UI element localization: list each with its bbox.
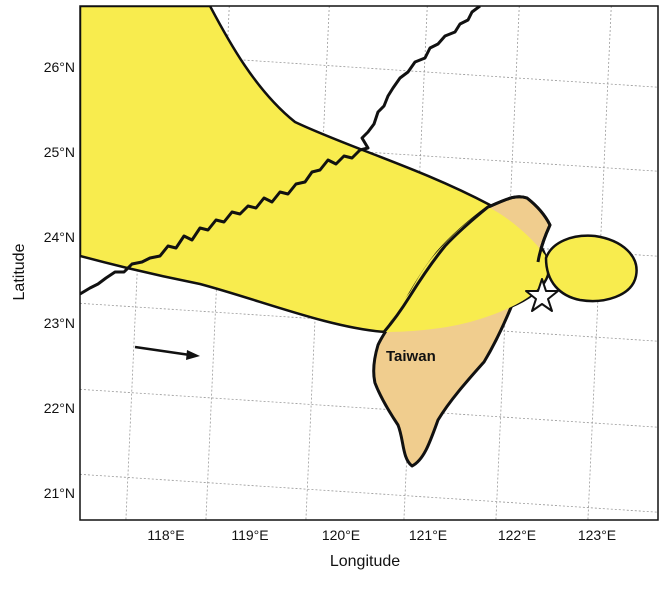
taiwan-label: Taiwan [386,348,436,365]
taiwan-divide-line [382,205,489,333]
lat-tick-22: 22°N [44,400,75,416]
lat-tick-25: 25°N [44,144,75,160]
taiwan-north-outline [487,195,552,263]
shaded-region-east [544,234,638,303]
lon-tick-120: 120°E [322,527,360,543]
x-axis-title: Longitude [330,553,400,570]
shaded-region-west [80,6,550,334]
longitude-tick-labels: 118°E 119°E 120°E 121°E 122°E 123°E [147,527,616,543]
china-coastline [80,6,481,296]
lat-tick-24: 24°N [44,229,75,245]
lon-tick-119: 119°E [231,527,268,543]
lon-tick-118: 118°E [147,527,184,543]
star-marker [525,278,559,312]
lat-tick-26: 26°N [44,59,75,75]
map-area: Taiwan [80,6,658,520]
lon-tick-122: 122°E [498,527,536,543]
map-frame [79,5,659,521]
shaded-region-overlap [385,207,547,332]
y-axis-title: Latitude [11,243,28,300]
direction-arrow [134,345,200,360]
lat-tick-23: 23°N [44,315,75,331]
lon-tick-123: 123°E [578,527,616,543]
lat-tick-21: 21°N [44,485,75,501]
lon-tick-121: 121°E [409,527,447,543]
latitude-tick-labels: 26°N 25°N 24°N 23°N 22°N 21°N [44,59,75,501]
